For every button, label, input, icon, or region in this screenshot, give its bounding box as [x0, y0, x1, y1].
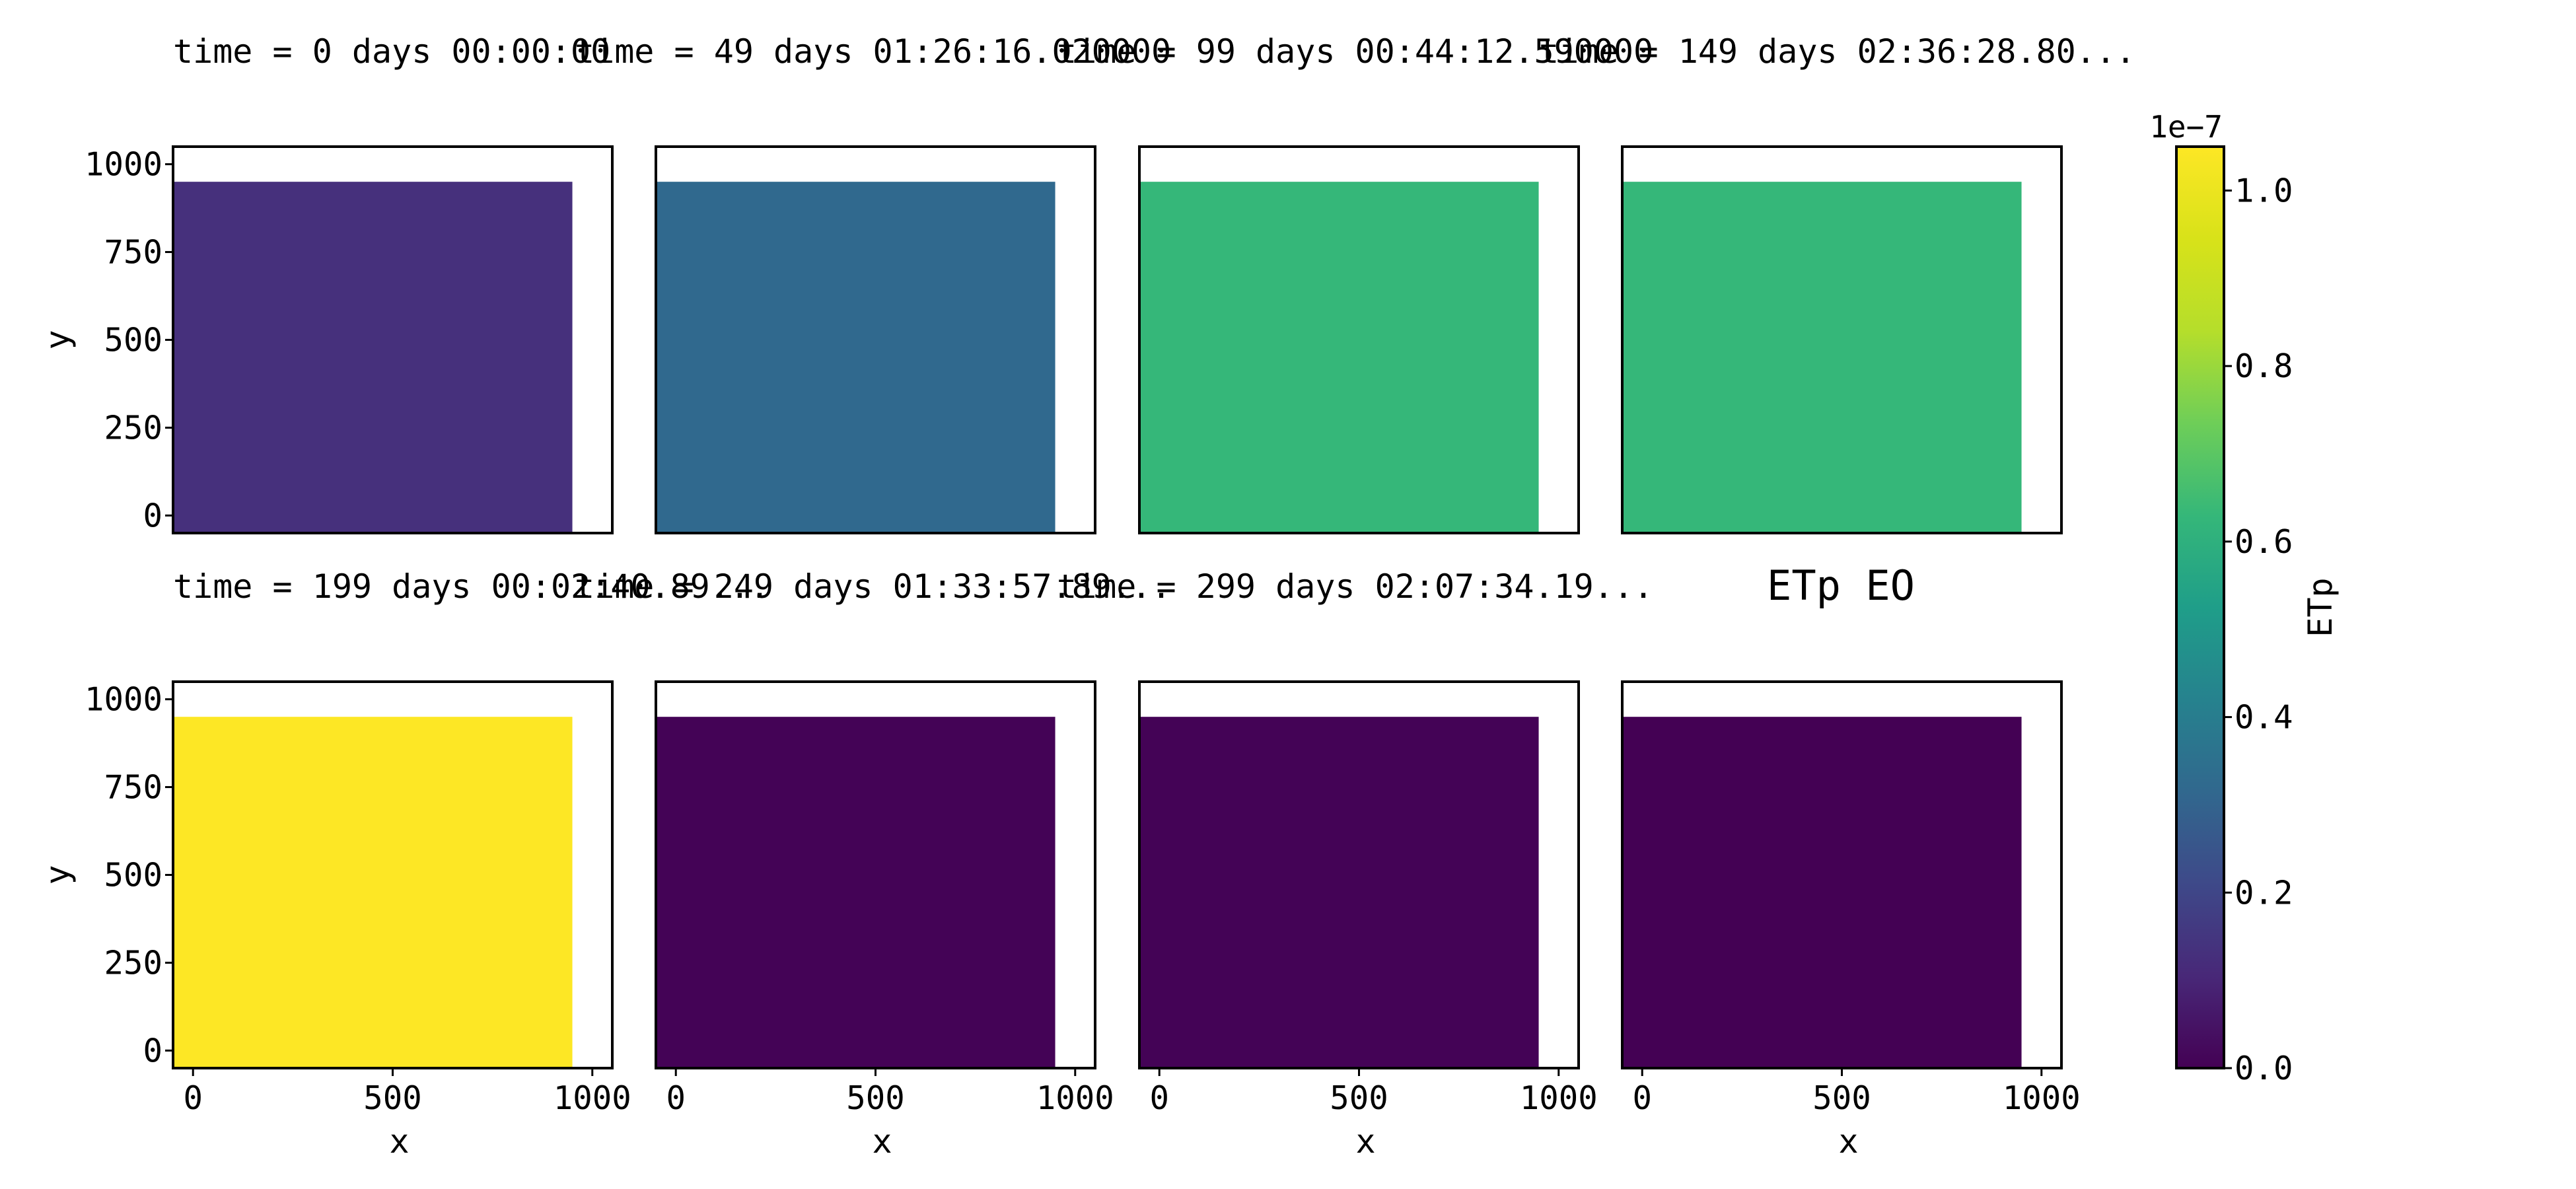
panel-title: time = 299 days 02:07:34.19... — [1057, 567, 1653, 606]
panel: time = 199 days 00:02:40.89... 0 250 500 750… — [38, 567, 769, 1161]
panel: time = 0 days 00:00:00 0 250 500 750 1000 y — [38, 32, 614, 534]
colorbar-tick-label: 0.8 — [2235, 347, 2293, 385]
y-tick-label: 750 — [104, 234, 162, 271]
y-tick-label: 750 — [104, 769, 162, 807]
y-tick-label: 0 — [143, 497, 162, 534]
x-axis-label: x — [389, 1122, 409, 1161]
colorbar-tick-label: 0.0 — [2235, 1050, 2293, 1087]
panel-title: time = 249 days 01:33:57.89... — [575, 567, 1171, 606]
y-tick-label: 0 — [143, 1032, 162, 1069]
panel-grid: time = 0 days 00:00:0002505007501000ytim… — [38, 32, 2135, 1161]
axes-frame — [655, 145, 1096, 534]
colorbar-tick-label: 1.0 — [2235, 172, 2293, 209]
x-tick-label: 1000 — [2003, 1079, 2081, 1117]
panel: time = 249 days 01:33:57.89... 0 500 1000 x — [575, 567, 1171, 1161]
panel-title: time = 0 days 00:00:00 — [173, 32, 610, 71]
axes-frame — [1621, 145, 2063, 534]
x-tick-label: 500 — [1812, 1079, 1871, 1117]
colorbar-tick-label: 0.6 — [2235, 523, 2293, 561]
x-tick-label: 1000 — [554, 1079, 631, 1117]
panel-title: time = 149 days 02:36:28.80... — [1539, 32, 2135, 71]
colorbar-tick-label: 0.2 — [2235, 874, 2293, 912]
panel: time = 149 days 02:36:28.80... — [1539, 32, 2135, 534]
heatmap-cell — [1622, 182, 2022, 533]
panel: time = 299 days 02:07:34.19... 0 500 1000 x — [1057, 567, 1653, 1161]
x-tick-label: 1000 — [1520, 1079, 1598, 1117]
figure-suptitle: ETp EO — [1767, 561, 1915, 610]
y-tick-label: 1000 — [85, 146, 162, 184]
x-tick-label: 0 — [1632, 1079, 1652, 1117]
y-tick-label: 500 — [104, 322, 162, 359]
heatmap-cell — [656, 182, 1055, 533]
y-tick-label: 250 — [104, 944, 162, 982]
colorbar-tick-label: 0.4 — [2235, 699, 2293, 737]
heatmap-cell — [1139, 717, 1539, 1068]
x-tick-label: 0 — [183, 1079, 203, 1117]
axes-frame — [1138, 145, 1580, 534]
x-tick-label: 1000 — [1036, 1079, 1114, 1117]
panel-title: time = 49 days 01:26:16.020000 — [575, 32, 1171, 71]
colorbar-label: ETp — [2301, 577, 2340, 637]
x-tick-label: 0 — [1149, 1079, 1169, 1117]
x-tick-label: 500 — [363, 1079, 422, 1117]
heatmap-cell — [656, 717, 1055, 1068]
colorbar-offset-text: 1e−7 — [2149, 109, 2223, 145]
panel-title: time = 99 days 00:44:12.590000 — [1057, 32, 1653, 71]
panel: time = 99 days 00:44:12.590000 — [1057, 32, 1653, 534]
x-axis-label: x — [1838, 1122, 1858, 1161]
y-tick-label: 500 — [104, 857, 162, 894]
y-tick-label: 250 — [104, 409, 162, 447]
y-axis-label: y — [38, 330, 77, 349]
x-tick-label: 500 — [1330, 1079, 1388, 1117]
panel-title: time = 199 days 00:02:40.89... — [173, 567, 769, 606]
panel: time = 49 days 01:26:16.020000 — [575, 32, 1171, 534]
x-tick-label: 0 — [666, 1079, 686, 1117]
y-axis-label: y — [38, 865, 77, 884]
x-tick-label: 500 — [846, 1079, 905, 1117]
x-axis-label: x — [1355, 1122, 1375, 1161]
x-axis-label: x — [872, 1122, 892, 1161]
heatmap-cell — [1622, 717, 2022, 1068]
colorbar-gradient — [2176, 147, 2224, 1068]
panel: 0 500 1000 x — [1621, 680, 2081, 1161]
heatmap-cell — [173, 717, 573, 1068]
y-tick-label: 1000 — [85, 681, 162, 719]
colorbar-frame — [2175, 145, 2225, 1069]
heatmap-cell — [1139, 182, 1539, 533]
colorbar: 0.0 0.2 0.4 0.6 0.8 1.0 1e−7 ETp — [2149, 109, 2340, 1087]
heatmap-cell — [173, 182, 573, 533]
